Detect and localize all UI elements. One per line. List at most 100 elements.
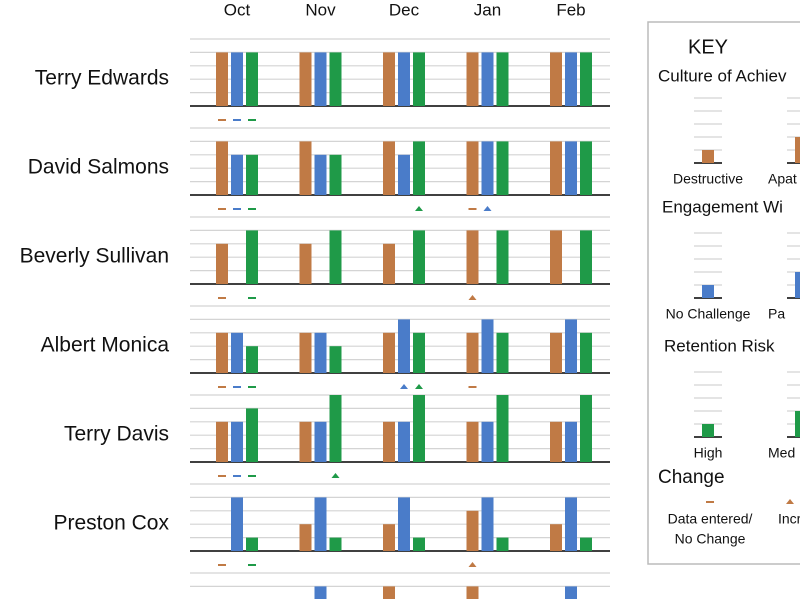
key-bar (795, 411, 800, 437)
bar (580, 537, 592, 551)
bar (383, 332, 395, 373)
bar (398, 497, 410, 551)
bar (299, 421, 312, 462)
bar (314, 154, 327, 195)
bar (466, 332, 479, 373)
bar (496, 230, 509, 284)
bar (496, 52, 509, 106)
bar (314, 497, 327, 551)
change-up (400, 384, 408, 389)
bar (565, 421, 577, 462)
bar (246, 408, 258, 462)
bar (383, 52, 395, 106)
row-name: Beverly Sullivan (20, 245, 169, 268)
bar (550, 421, 562, 462)
bar (496, 332, 509, 373)
bar (398, 319, 410, 373)
bar (299, 243, 312, 284)
month-label: Oct (224, 0, 251, 19)
key-label: Destructive (673, 171, 743, 187)
bar (565, 319, 577, 373)
bar (231, 52, 243, 106)
bar (565, 52, 577, 106)
month-label: Dec (389, 0, 420, 19)
bar (481, 319, 494, 373)
bar (398, 421, 410, 462)
bar (550, 524, 562, 551)
bar (216, 243, 228, 284)
bar (565, 141, 577, 195)
bar (565, 497, 577, 551)
bar (383, 141, 395, 195)
bar (329, 52, 342, 106)
bar (314, 52, 327, 106)
bar (383, 586, 395, 599)
bar (246, 230, 258, 284)
bar (329, 346, 342, 373)
key-bar (795, 272, 800, 298)
bar (299, 524, 312, 551)
bar (383, 243, 395, 284)
key-label: Apat (768, 171, 797, 187)
change-up (415, 206, 423, 211)
bar (314, 332, 327, 373)
bar (481, 141, 494, 195)
bar (398, 154, 410, 195)
bar (413, 52, 425, 106)
bar (565, 586, 577, 599)
change-up (483, 206, 492, 211)
bar (299, 52, 312, 106)
bar (231, 497, 243, 551)
row-name: David Salmons (28, 156, 169, 179)
bar (314, 421, 327, 462)
bar (550, 52, 562, 106)
bar (216, 141, 228, 195)
key-box (647, 21, 800, 565)
bar (466, 141, 479, 195)
key-change-label: Data entered/ (668, 511, 753, 527)
bar (496, 395, 509, 462)
bar (550, 141, 562, 195)
bar (246, 346, 258, 373)
bar (329, 537, 342, 551)
row-name: Albert Monica (41, 334, 170, 357)
bar (231, 154, 243, 195)
key-section-title: Engagement Wi (662, 197, 783, 216)
bar (383, 421, 395, 462)
bar (466, 586, 479, 599)
bar (329, 154, 342, 195)
key-change-title: Change (658, 467, 725, 488)
change-up (331, 473, 340, 478)
bar (481, 52, 494, 106)
bar (580, 52, 592, 106)
bar (246, 537, 258, 551)
bar (314, 586, 327, 599)
bar (216, 421, 228, 462)
change-up (786, 499, 794, 504)
key-bar (702, 285, 714, 298)
bar (413, 141, 425, 195)
bar (246, 52, 258, 106)
bar (246, 154, 258, 195)
bar (329, 395, 342, 462)
month-label: Jan (474, 0, 501, 19)
bar (580, 230, 592, 284)
bar (496, 537, 509, 551)
bar (580, 141, 592, 195)
bar (413, 537, 425, 551)
bar (216, 52, 228, 106)
bar (466, 52, 479, 106)
key-label: High (694, 445, 723, 461)
bar (496, 141, 509, 195)
bar (413, 332, 425, 373)
row-name: Terry Davis (64, 423, 169, 446)
bar (299, 332, 312, 373)
bar (231, 421, 243, 462)
bar (550, 230, 562, 284)
bar (398, 52, 410, 106)
key-section-title: Culture of Achiev (658, 66, 787, 85)
key-bar (702, 424, 714, 437)
bar (216, 332, 228, 373)
bar (383, 524, 395, 551)
